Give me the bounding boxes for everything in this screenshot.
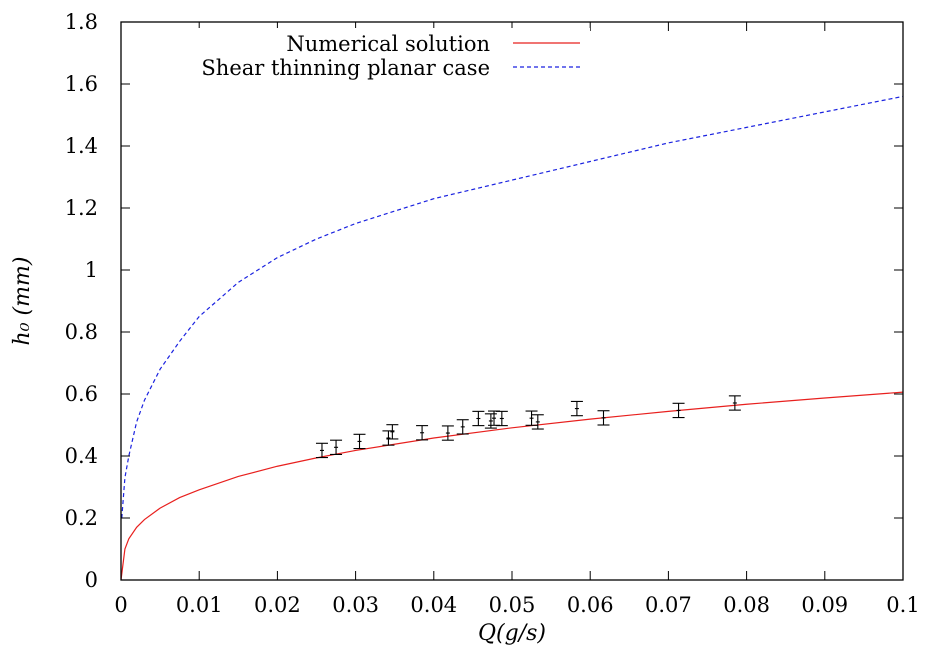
x-tick-label: 0.1 [886, 593, 919, 617]
y-tick-label: 0 [85, 568, 98, 592]
y-tick-label: 1.2 [65, 196, 98, 220]
x-tick-label: 0.08 [723, 593, 770, 617]
error-bar-point [386, 424, 399, 440]
error-bar-point [484, 413, 497, 429]
x-axis-title: Q(g/s) [478, 621, 546, 646]
y-tick-label: 1.4 [65, 134, 98, 158]
y-tick-label: 1 [85, 258, 98, 282]
y-tick-label: 1.8 [65, 10, 98, 34]
x-tick-label: 0.01 [176, 593, 223, 617]
x-tick-label: 0.07 [645, 593, 692, 617]
x-tick-label: 0.05 [489, 593, 536, 617]
legend: Numerical solution Shear thinning planar… [170, 28, 590, 80]
error-bar-point [472, 410, 485, 427]
legend-label-numerical-solution: Numerical solution [286, 32, 490, 56]
series-line-1 [121, 95, 904, 519]
x-tick-label: 0.09 [801, 593, 848, 617]
error-bar-point [330, 439, 343, 456]
error-bar-point [672, 402, 685, 419]
error-bar-point [525, 410, 538, 426]
legend-background [170, 28, 590, 80]
y-axis-title: h₀ (mm) [10, 257, 35, 346]
series-layer [120, 95, 904, 581]
error-bar-point [495, 410, 508, 427]
error-bar-point [488, 410, 501, 426]
error-bar-point [416, 425, 429, 441]
x-tick-label: 0.03 [332, 593, 379, 617]
error-bar-point [441, 425, 454, 441]
plot-frame [120, 21, 904, 581]
x-tick-label: 0.02 [254, 593, 301, 617]
error-bar-point [353, 433, 366, 450]
x-tick-label: 0 [114, 593, 127, 617]
legend-label-shear-thinning: Shear thinning planar case [201, 56, 490, 80]
y-tick-label: 0.4 [65, 444, 98, 468]
error-bar-point [531, 414, 544, 430]
error-bar-point [597, 410, 610, 426]
error-bar-point [728, 395, 741, 411]
y-tick-label: 0.6 [65, 382, 98, 406]
y-tick-label: 0.8 [65, 320, 98, 344]
series-line-0 [120, 391, 904, 581]
ticks-layer: 0 0.01 0.02 0.03 0.04 0.05 0.06 0.07 0.08 0.09 0.1… [65, 10, 920, 617]
error-bar-point [570, 400, 583, 417]
y-tick-label: 1.6 [65, 72, 98, 96]
x-tick-label: 0.04 [410, 593, 457, 617]
error-bar-point [456, 419, 469, 435]
y-tick-label: 0.2 [65, 506, 98, 530]
error-bar-point [315, 442, 328, 459]
x-tick-label: 0.06 [567, 593, 614, 617]
